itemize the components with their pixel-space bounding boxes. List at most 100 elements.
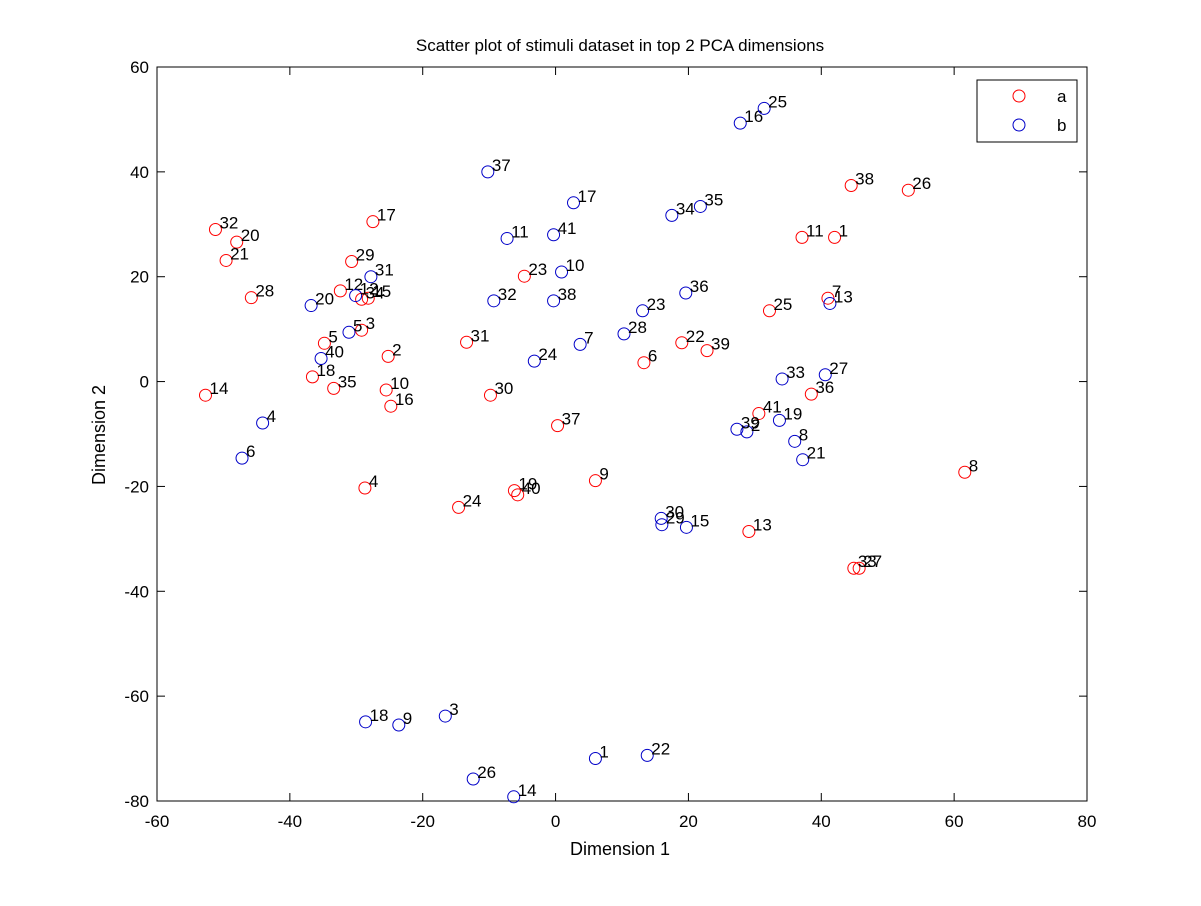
point-label-b: 17 (578, 187, 597, 206)
data-point-b (655, 518, 669, 532)
point-label-b: 35 (704, 190, 723, 209)
data-point-b (733, 116, 747, 130)
data-point-a (384, 399, 398, 413)
data-point-b (547, 294, 561, 308)
data-point-b (796, 453, 810, 467)
data-point-a (327, 381, 341, 395)
data-point-b (757, 101, 771, 115)
data-point-a (333, 284, 347, 298)
point-label-a: 35 (338, 372, 357, 391)
data-point-a (958, 465, 972, 479)
data-point-a (675, 336, 689, 350)
point-label-b: 25 (768, 92, 787, 111)
point-label-b: 39 (741, 413, 760, 432)
data-point-b (665, 208, 679, 222)
data-point-a (345, 255, 359, 269)
point-label-b: 20 (315, 290, 334, 309)
data-point-b (349, 289, 363, 303)
point-label-a: 5 (328, 327, 337, 346)
data-point-b (304, 299, 318, 313)
point-label-a: 37 (562, 410, 581, 429)
y-tick-label: -80 (124, 792, 149, 811)
data-point-b (481, 165, 495, 179)
point-label-b: 22 (651, 739, 670, 758)
point-label-b: 28 (628, 318, 647, 337)
point-label-b: 8 (799, 425, 808, 444)
point-label-b: 38 (558, 285, 577, 304)
data-point-a (355, 323, 369, 337)
point-label-b: 5 (353, 316, 362, 335)
x-tick-label: -40 (278, 812, 303, 831)
x-tick-label: -60 (145, 812, 170, 831)
y-tick-label: 20 (130, 268, 149, 287)
point-label-a: 11 (806, 221, 824, 240)
point-label-a: 7 (832, 282, 841, 301)
y-tick-label: -60 (124, 687, 149, 706)
point-label-a: 31 (471, 326, 490, 345)
point-label-b: 13 (834, 287, 853, 306)
point-label-b: 21 (807, 444, 826, 463)
point-label-b: 4 (267, 407, 276, 426)
y-tick-label: -40 (124, 582, 149, 601)
data-point-b (314, 352, 328, 366)
point-label-b: 11 (511, 222, 529, 241)
point-label-b: 41 (558, 219, 577, 238)
point-label-a: 29 (356, 246, 375, 265)
point-label-a: 38 (855, 169, 874, 188)
chart-title: Scatter plot of stimuli dataset in top 2… (416, 36, 824, 55)
point-label-b: 15 (690, 511, 709, 530)
point-label-a: 24 (463, 491, 482, 510)
point-label-b: 14 (518, 781, 537, 800)
data-point-a (637, 356, 651, 370)
data-point-a (305, 370, 319, 384)
data-point-b (500, 231, 514, 245)
data-point-a (742, 525, 756, 539)
point-label-a: 23 (528, 260, 547, 279)
point-label-a: 6 (648, 347, 657, 366)
point-label-b: 33 (786, 363, 805, 382)
point-label-a: 15 (372, 282, 391, 301)
data-point-a (208, 223, 222, 237)
data-point-b (823, 296, 837, 310)
data-point-b (364, 270, 378, 284)
point-label-b: 16 (744, 107, 763, 126)
point-label-b: 32 (498, 285, 517, 304)
point-label-a: 19 (518, 475, 537, 494)
data-point-a (219, 253, 233, 267)
point-label-b: 24 (538, 345, 557, 364)
y-axis-title: Dimension 2 (89, 385, 109, 485)
data-point-a (762, 304, 776, 318)
data-point-a (507, 484, 521, 498)
point-label-a: 40 (522, 479, 541, 498)
point-label-b: 3 (449, 700, 458, 719)
point-label-a: 12 (344, 275, 363, 294)
data-point-b (438, 709, 452, 723)
data-point-a (379, 383, 393, 397)
point-label-b: 30 (665, 502, 684, 521)
x-tick-label: 20 (679, 812, 698, 831)
point-label-a: 30 (494, 379, 513, 398)
x-tick-label: 40 (812, 812, 831, 831)
point-label-a: 28 (255, 282, 274, 301)
point-label-b: 36 (690, 277, 709, 296)
point-label-a: 21 (230, 244, 249, 263)
point-label-a: 9 (599, 465, 608, 484)
point-label-b: 31 (375, 261, 394, 280)
data-point-b (235, 451, 249, 465)
data-point-b (740, 425, 754, 439)
legend-marker-b (1012, 118, 1026, 132)
point-label-a: 26 (912, 174, 931, 193)
point-label-b: 34 (676, 199, 695, 218)
point-label-a: 17 (377, 206, 396, 225)
data-point-b (555, 265, 569, 279)
point-label-a: 20 (241, 226, 260, 245)
data-point-a (551, 419, 565, 433)
point-label-a: 4 (369, 472, 378, 491)
data-point-a (847, 561, 861, 575)
point-label-a: 22 (686, 327, 705, 346)
data-point-b (527, 354, 541, 368)
point-label-a: 36 (815, 378, 834, 397)
data-point-b (679, 286, 693, 300)
data-point-b (588, 752, 602, 766)
